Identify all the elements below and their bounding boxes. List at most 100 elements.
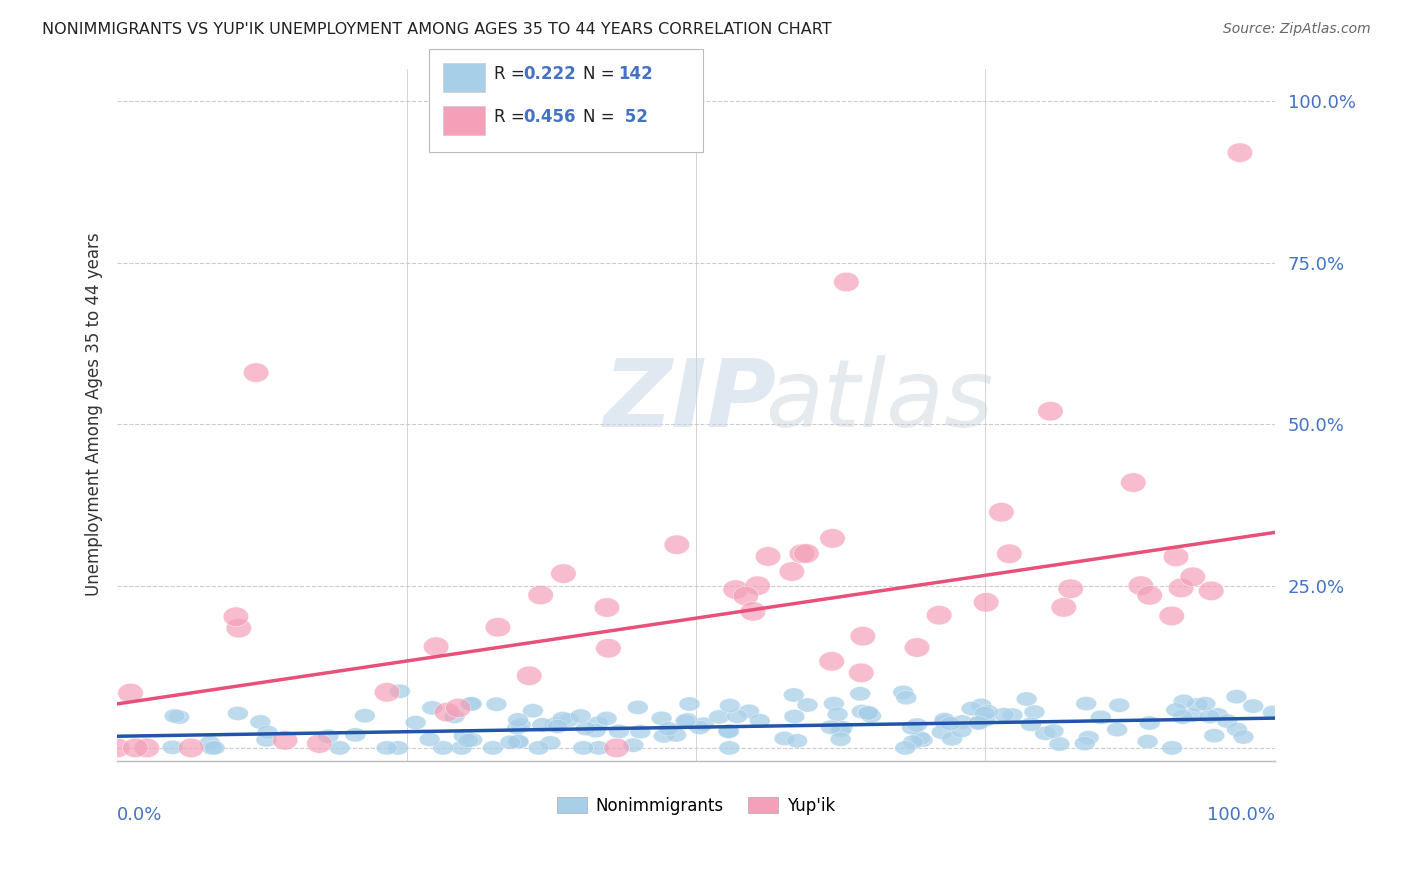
Ellipse shape: [1076, 697, 1097, 711]
Ellipse shape: [1109, 698, 1129, 713]
Ellipse shape: [709, 710, 730, 724]
Ellipse shape: [952, 714, 973, 729]
Ellipse shape: [510, 718, 531, 732]
Ellipse shape: [1168, 578, 1194, 598]
Ellipse shape: [588, 740, 609, 755]
Ellipse shape: [651, 711, 672, 725]
Ellipse shape: [572, 740, 593, 755]
Ellipse shape: [508, 713, 529, 727]
Ellipse shape: [718, 724, 738, 739]
Ellipse shape: [901, 721, 922, 735]
Ellipse shape: [1074, 737, 1095, 751]
Ellipse shape: [458, 733, 478, 747]
Ellipse shape: [558, 713, 579, 727]
Text: Source: ZipAtlas.com: Source: ZipAtlas.com: [1223, 22, 1371, 37]
Ellipse shape: [745, 576, 770, 596]
Ellipse shape: [939, 716, 960, 731]
Ellipse shape: [482, 740, 503, 755]
Ellipse shape: [516, 666, 541, 685]
Ellipse shape: [575, 722, 596, 736]
Ellipse shape: [596, 639, 621, 658]
Ellipse shape: [104, 739, 129, 757]
Text: atlas: atlas: [765, 355, 994, 446]
Ellipse shape: [118, 683, 143, 703]
Ellipse shape: [741, 602, 766, 621]
Ellipse shape: [354, 708, 375, 723]
Ellipse shape: [422, 701, 443, 715]
Ellipse shape: [627, 700, 648, 714]
Ellipse shape: [318, 729, 339, 743]
Ellipse shape: [1195, 697, 1216, 711]
Ellipse shape: [977, 705, 998, 719]
Ellipse shape: [329, 740, 350, 755]
Ellipse shape: [571, 709, 591, 723]
Ellipse shape: [910, 731, 931, 745]
Ellipse shape: [201, 740, 222, 755]
Ellipse shape: [553, 712, 574, 726]
Ellipse shape: [851, 626, 876, 646]
Ellipse shape: [664, 535, 689, 555]
Ellipse shape: [1243, 699, 1264, 714]
Ellipse shape: [1137, 586, 1163, 605]
Ellipse shape: [595, 598, 620, 617]
Ellipse shape: [723, 580, 748, 599]
Ellipse shape: [434, 703, 460, 722]
Ellipse shape: [1052, 598, 1077, 617]
Ellipse shape: [973, 592, 998, 612]
Ellipse shape: [783, 688, 804, 702]
Ellipse shape: [896, 690, 917, 705]
Ellipse shape: [531, 718, 553, 732]
Ellipse shape: [727, 709, 748, 723]
Ellipse shape: [179, 739, 204, 757]
Text: 142: 142: [619, 65, 654, 83]
Text: R =: R =: [494, 65, 530, 83]
Ellipse shape: [523, 704, 543, 718]
Ellipse shape: [169, 710, 190, 724]
Ellipse shape: [1161, 740, 1182, 755]
Ellipse shape: [1043, 724, 1064, 739]
Ellipse shape: [907, 718, 928, 732]
Ellipse shape: [1159, 607, 1184, 625]
Ellipse shape: [821, 720, 841, 734]
Ellipse shape: [852, 705, 872, 719]
Ellipse shape: [903, 735, 924, 749]
Ellipse shape: [1021, 717, 1042, 731]
Ellipse shape: [486, 698, 506, 711]
Ellipse shape: [423, 637, 449, 657]
Ellipse shape: [831, 723, 851, 738]
Ellipse shape: [588, 716, 609, 731]
Ellipse shape: [893, 685, 914, 699]
Ellipse shape: [256, 733, 277, 747]
Ellipse shape: [307, 734, 332, 753]
Ellipse shape: [1173, 694, 1194, 708]
Ellipse shape: [200, 736, 221, 750]
Ellipse shape: [787, 734, 807, 748]
Ellipse shape: [508, 721, 527, 735]
Ellipse shape: [967, 716, 988, 731]
Ellipse shape: [547, 719, 568, 733]
Ellipse shape: [749, 714, 770, 728]
Ellipse shape: [540, 736, 561, 750]
Ellipse shape: [485, 617, 510, 637]
Ellipse shape: [974, 706, 995, 721]
Ellipse shape: [935, 714, 955, 729]
Ellipse shape: [1226, 723, 1247, 737]
Ellipse shape: [789, 544, 814, 564]
Ellipse shape: [779, 562, 804, 582]
Ellipse shape: [718, 724, 740, 739]
Ellipse shape: [785, 709, 804, 723]
Ellipse shape: [451, 740, 472, 755]
Ellipse shape: [1049, 737, 1070, 751]
Ellipse shape: [224, 607, 249, 626]
Ellipse shape: [377, 740, 396, 755]
Ellipse shape: [654, 729, 675, 743]
Ellipse shape: [896, 740, 915, 755]
Ellipse shape: [1204, 729, 1225, 743]
Ellipse shape: [1227, 143, 1253, 162]
Ellipse shape: [1180, 567, 1205, 587]
Ellipse shape: [927, 606, 952, 625]
Ellipse shape: [676, 713, 697, 727]
Y-axis label: Unemployment Among Ages 35 to 44 years: Unemployment Among Ages 35 to 44 years: [86, 233, 103, 597]
Ellipse shape: [1199, 709, 1220, 723]
Ellipse shape: [453, 729, 474, 743]
